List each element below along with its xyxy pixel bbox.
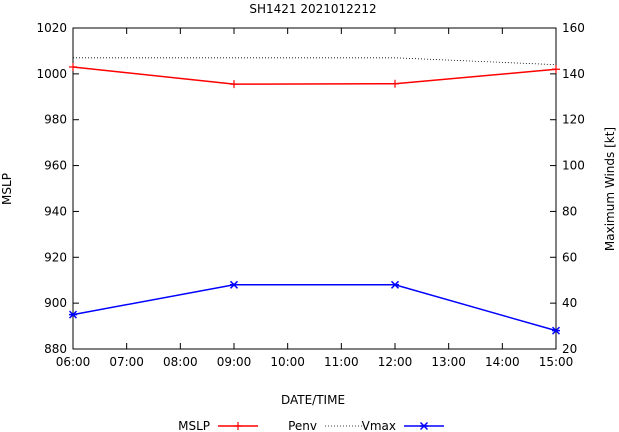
penv-series-line — [73, 57, 557, 66]
y-tick-label-right: 60 — [562, 250, 577, 264]
y-axis-label-right: Maximum Winds [kt] — [603, 127, 617, 251]
plot-frame — [72, 27, 557, 350]
legend-label: MSLP — [178, 419, 210, 432]
left-axis-ticks: 880 900 920 940 960 980 1000 1020 — [36, 21, 79, 356]
vmax-series-line — [72, 284, 557, 332]
y-tick-label-left: 900 — [44, 296, 67, 310]
y-tick-label-left: 1020 — [36, 21, 67, 35]
x-tick-label: 15:00 — [539, 355, 574, 369]
y-tick-label-right: 160 — [562, 21, 585, 35]
y-tick-label-right: 20 — [562, 342, 577, 356]
x-tick-label: 14:00 — [485, 355, 520, 369]
x-tick-label: 07:00 — [109, 355, 144, 369]
x-tick-label: 08:00 — [163, 355, 198, 369]
y-tick-label-left: 1000 — [36, 67, 67, 81]
x-tick-label: 10:00 — [270, 355, 305, 369]
legend-marker — [234, 422, 242, 430]
y-tick-label-right: 120 — [562, 113, 585, 127]
vmax-point — [551, 326, 561, 335]
x-tick-label: 13:00 — [431, 355, 466, 369]
y-tick-label-right: 80 — [562, 204, 577, 218]
right-axis-ticks: 20 40 60 80 100 120 140 160 — [550, 21, 585, 356]
legend: MSLP Penv Vmax — [178, 419, 444, 432]
legend-label: Penv — [288, 419, 317, 432]
x-tick-label: 06:00 — [56, 355, 91, 369]
y-tick-label-right: 100 — [562, 159, 585, 173]
legend-marker — [419, 421, 429, 431]
legend-label: Vmax — [362, 419, 396, 432]
series-layer — [68, 57, 561, 335]
mslp-point — [230, 80, 238, 89]
x-tick-label: 09:00 — [217, 355, 252, 369]
mslp-point — [391, 79, 399, 88]
y-tick-label-left: 960 — [44, 159, 67, 173]
x-tick-label: 11:00 — [324, 355, 359, 369]
y-tick-label-right: 40 — [562, 296, 577, 310]
y-tick-label-left: 940 — [44, 204, 67, 218]
y-tick-label-left: 880 — [44, 342, 67, 356]
vmax-point — [390, 280, 400, 289]
x-axis-label: DATE/TIME — [281, 393, 345, 407]
mslp-series-line — [72, 66, 557, 85]
mslp-point — [552, 65, 560, 74]
vmax-point — [229, 280, 239, 289]
y-axis-label-left: MSLP — [0, 173, 14, 205]
x-tick-label: 12:00 — [378, 355, 413, 369]
chart-title: SH1421 2021012212 — [249, 2, 376, 16]
y-tick-label-right: 140 — [562, 67, 585, 81]
y-tick-label-left: 920 — [44, 250, 67, 264]
vmax-point — [68, 310, 78, 319]
y-tick-label-left: 980 — [44, 113, 67, 127]
mslp-point — [69, 62, 77, 71]
x-axis-ticks: 06:00 07:00 08:00 09:00 10:00 11:00 12:00 13:00… — [56, 28, 574, 369]
